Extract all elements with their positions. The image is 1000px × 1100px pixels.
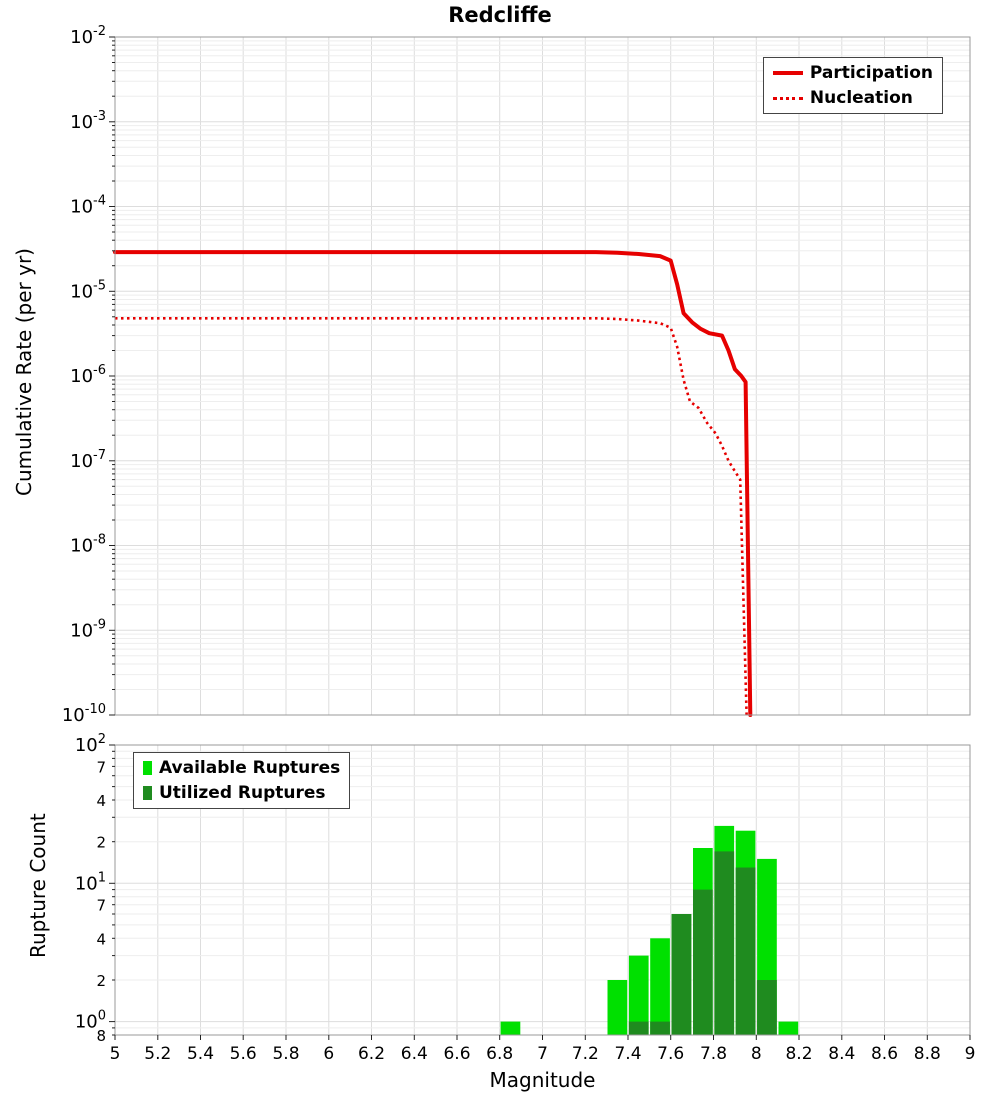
y-tick-label: 102 — [75, 732, 106, 756]
legend-item-nucleation: Nucleation — [772, 88, 933, 108]
legend-item-utilized: Utilized Ruptures — [143, 783, 340, 803]
utilized-ruptures-swatch — [143, 786, 152, 800]
utilized-ruptures-bar — [714, 851, 735, 1035]
x-tick-label: 5.8 — [272, 1044, 299, 1064]
y-tick-label: 10-5 — [70, 278, 106, 302]
y-tick-label: 10-9 — [70, 617, 106, 641]
y-tick-label: 101 — [75, 870, 106, 894]
participation-line-swatch — [772, 71, 803, 75]
x-tick-label: 5.2 — [144, 1044, 171, 1064]
available-ruptures-bar — [500, 1021, 521, 1035]
y-tick-label: 10-2 — [70, 24, 106, 48]
available-ruptures-bar — [628, 955, 649, 1035]
x-tick-label: 5 — [110, 1044, 121, 1064]
x-tick-label: 7.2 — [572, 1044, 599, 1064]
x-tick-label: 9 — [965, 1044, 976, 1064]
y-tick-label: 10-3 — [70, 109, 106, 133]
rupture-legend: Available Ruptures Utilized Ruptures — [133, 752, 351, 809]
x-tick-label: 8.2 — [785, 1044, 812, 1064]
x-tick-label: 6.4 — [401, 1044, 428, 1064]
x-tick-label: 8 — [751, 1044, 762, 1064]
x-tick-label: 8.6 — [871, 1044, 898, 1064]
x-tick-label: 7.8 — [700, 1044, 727, 1064]
y-tick-label: 2 — [96, 972, 106, 990]
utilized-ruptures-bar — [735, 867, 756, 1035]
y-tick-label: 10-7 — [70, 448, 106, 472]
utilized-ruptures-bar — [693, 889, 713, 1035]
y-tick-label: 7 — [96, 758, 106, 776]
x-tick-label: 8.8 — [914, 1044, 941, 1064]
y-tick-label: 10-4 — [70, 194, 106, 218]
y-tick-label: 100 — [75, 1009, 106, 1033]
legend-item-participation: Participation — [772, 63, 933, 83]
y-tick-label: 8 — [96, 1027, 106, 1045]
x-tick-label: 5.6 — [230, 1044, 257, 1064]
magnitude-axis-title: Magnitude — [489, 1068, 596, 1092]
nucleation-line — [115, 317, 748, 716]
legend-item-available: Available Ruptures — [143, 758, 340, 778]
utilized-ruptures-bar — [757, 980, 777, 1035]
nucleation-legend-label: Nucleation — [809, 88, 913, 108]
y-tick-label: 2 — [96, 834, 106, 852]
y-tick-label: 10-10 — [62, 702, 106, 726]
x-tick-label: 6.2 — [358, 1044, 385, 1064]
available-ruptures-bar — [650, 938, 670, 1035]
participation-legend-label: Participation — [809, 63, 933, 83]
y-tick-label: 7 — [96, 897, 106, 915]
nucleation-line-swatch — [772, 96, 803, 100]
rate-legend: Participation Nucleation — [762, 57, 943, 114]
y-tick-label: 4 — [96, 930, 106, 948]
utilized-ruptures-bar — [671, 914, 692, 1035]
y-tick-label: 10-8 — [70, 533, 106, 557]
x-tick-label: 7.6 — [657, 1044, 684, 1064]
utilized-ruptures-bar — [628, 1021, 649, 1035]
count-axis-title: Rupture Count — [26, 813, 50, 958]
x-tick-label: 6 — [323, 1044, 334, 1064]
x-tick-label: 6.6 — [443, 1044, 470, 1064]
x-tick-label: 7 — [537, 1044, 548, 1064]
y-tick-label: 4 — [96, 792, 106, 810]
available-ruptures-bar — [607, 980, 628, 1035]
available-legend-label: Available Ruptures — [159, 758, 341, 778]
y-tick-label: 10-6 — [70, 363, 106, 387]
x-tick-label: 8.4 — [828, 1044, 855, 1064]
rate-axis-title: Cumulative Rate (per yr) — [12, 248, 36, 496]
available-ruptures-bar — [778, 1021, 799, 1035]
available-ruptures-swatch — [143, 761, 152, 775]
utilized-ruptures-bar — [650, 1021, 670, 1035]
x-tick-label: 5.4 — [187, 1044, 214, 1064]
x-tick-label: 7.4 — [614, 1044, 641, 1064]
chart-title: Redcliffe — [448, 3, 552, 27]
x-tick-label: 6.8 — [486, 1044, 513, 1064]
utilized-legend-label: Utilized Ruptures — [159, 783, 326, 803]
participation-line — [113, 250, 753, 717]
